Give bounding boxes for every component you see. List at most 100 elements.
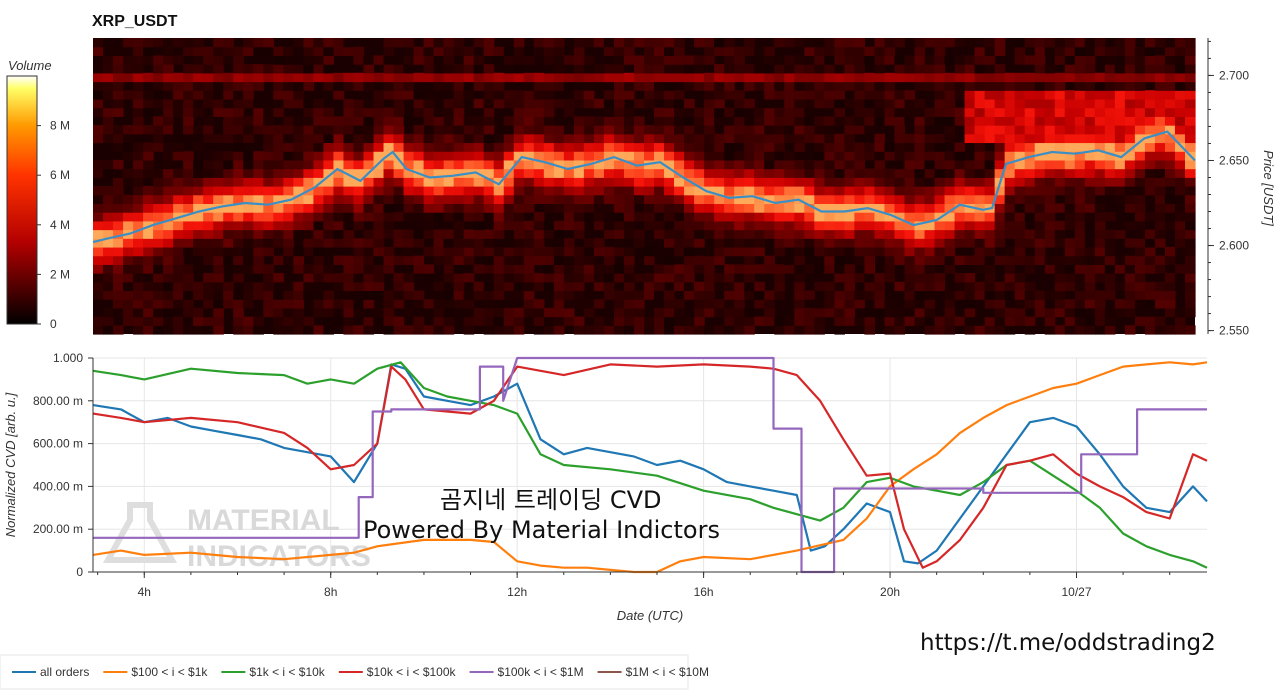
heatmap-cell [323, 159, 335, 170]
heatmap-cell [724, 316, 735, 326]
heatmap-cell [1134, 229, 1146, 239]
legend-item[interactable]: $100k < i < $1M [469, 665, 584, 679]
heatmap-cell [1034, 46, 1046, 57]
watermark-line1: MATERIAL [187, 504, 340, 537]
heatmap-cell [623, 38, 635, 48]
heatmap-cell [473, 290, 485, 300]
heatmap-cell [704, 281, 715, 292]
heatmap-cell [1164, 72, 1176, 83]
heatmap-cell [1054, 55, 1066, 65]
heatmap-cell [213, 64, 224, 74]
heatmap-cell [674, 46, 685, 57]
heatmap-cell [113, 177, 124, 187]
heatmap-cell [1054, 98, 1066, 109]
heatmap-cell [273, 238, 284, 248]
heatmap-cell [603, 151, 615, 161]
heatmap-cell [103, 212, 114, 222]
heatmap-cell [794, 229, 805, 239]
heatmap-cell [443, 194, 455, 205]
heatmap-cell [894, 255, 906, 265]
heatmap-cell [844, 229, 855, 239]
heatmap-cell [233, 72, 244, 83]
heatmap-cell [994, 151, 1006, 161]
heatmap-cell [543, 307, 555, 318]
heatmap-cell [784, 316, 795, 326]
heatmap-cell [333, 133, 345, 144]
heatmap-cell [133, 55, 144, 65]
legend-item[interactable]: $10k < i < $100k [338, 665, 457, 679]
heatmap-cell [153, 229, 164, 239]
heatmap-cell [363, 246, 375, 257]
legend-item[interactable]: $1M < i < $10M [597, 665, 709, 679]
heatmap-cell [543, 316, 555, 326]
heatmap-cell [383, 38, 395, 48]
heatmap-cell [1124, 72, 1136, 83]
heatmap-cell [764, 90, 775, 100]
legend-item[interactable]: $1k < i < $10k [221, 665, 326, 679]
heatmap-cell [764, 133, 775, 144]
heatmap-cell [103, 186, 114, 196]
heatmap-cell [904, 72, 916, 83]
heatmap-cell [924, 72, 936, 83]
heatmap-cell [233, 46, 244, 57]
heatmap-cell [403, 203, 415, 213]
heatmap-cell [714, 299, 725, 309]
heatmap-cell [213, 38, 224, 48]
cvd-series-100k-i-1m [93, 356, 1207, 574]
heatmap-cell [523, 194, 535, 205]
heatmap-cell [253, 46, 264, 57]
heatmap-cell [613, 290, 625, 300]
heatmap-cell [854, 273, 865, 283]
heatmap-cell [153, 264, 164, 274]
heatmap-cell [1044, 168, 1056, 178]
heatmap-cell [984, 159, 996, 170]
heatmap-cell [684, 264, 695, 274]
heatmap-cell [503, 98, 515, 109]
heatmap-cell [433, 316, 445, 326]
heatmap-cell [583, 98, 595, 109]
channel-link[interactable]: https://t.me/oddstrading2 [920, 630, 1216, 656]
heatmap-cell [774, 168, 785, 178]
heatmap-cell [1074, 229, 1086, 239]
heatmap-cell [1184, 203, 1196, 213]
colorbar-tick-label: 8 M [50, 119, 70, 133]
heatmap-cell [543, 220, 555, 231]
heatmap-cell [423, 186, 435, 196]
heatmap-cell [694, 307, 705, 318]
watermark: MATERIAL INDICATORS [102, 502, 371, 573]
heatmap-cell [754, 316, 765, 326]
heatmap-cell [623, 281, 635, 292]
heatmap-cell [1074, 98, 1086, 109]
heatmap-cell [93, 107, 104, 117]
heatmap-cell [473, 133, 485, 144]
heatmap-cell [153, 168, 164, 178]
heatmap-cell [633, 186, 645, 196]
heatmap-cell [714, 90, 725, 100]
heatmap-cell [353, 246, 365, 257]
heatmap-cell [583, 307, 595, 318]
heatmap-cell [774, 151, 785, 161]
heatmap-cell [914, 159, 926, 170]
heatmap-cell [644, 55, 655, 65]
heatmap-cell [383, 186, 395, 196]
heatmap-cell [333, 316, 345, 326]
heatmap-cell [623, 194, 635, 205]
heatmap-cell [1114, 229, 1126, 239]
heatmap-cell [704, 299, 715, 309]
heatmap-cell [1154, 125, 1166, 135]
heatmap-cell [433, 81, 445, 91]
heatmap-cell [613, 159, 625, 170]
legend-item[interactable]: $100 < i < $1k [103, 665, 208, 679]
heatmap-cell [323, 316, 335, 326]
heatmap-cell [1144, 246, 1156, 257]
heatmap-cell [654, 107, 665, 117]
heatmap-cell [1024, 107, 1036, 117]
heatmap-cell [754, 229, 765, 239]
heatmap-cell [814, 229, 825, 239]
heatmap-cell [613, 151, 625, 161]
heatmap-cell [533, 177, 545, 187]
legend-item[interactable]: all orders [12, 665, 89, 679]
heatmap-cell [323, 125, 335, 135]
heatmap-cell [844, 72, 855, 83]
heatmap-cell [463, 151, 475, 161]
